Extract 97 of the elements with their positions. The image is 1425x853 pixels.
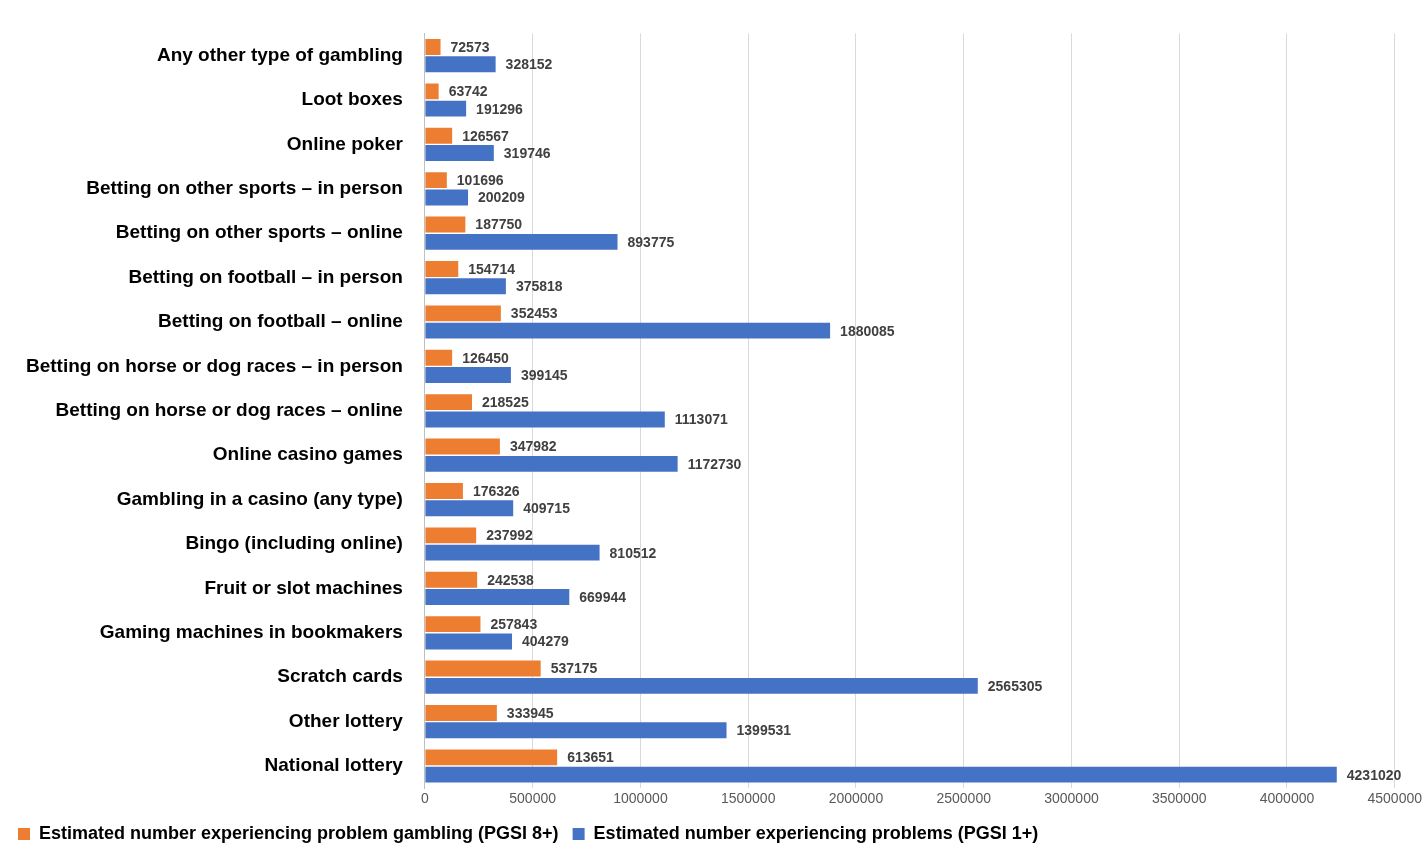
x-tick-label: 0 (420, 790, 429, 807)
bar (425, 56, 496, 73)
bar (425, 349, 453, 366)
y-tick-label: Scratch cards (277, 665, 403, 687)
y-tick-label: Gaming machines in bookmakers (99, 621, 403, 643)
data-label: 101696 (456, 172, 504, 188)
data-label: 257843 (490, 616, 538, 632)
bar (425, 278, 506, 295)
data-label: 218525 (481, 394, 529, 410)
y-tick-label: Betting on horse or dog races – online (55, 399, 403, 421)
bar (425, 677, 978, 694)
data-label: 328152 (505, 56, 553, 73)
x-tick-label: 2500000 (936, 790, 992, 807)
y-tick-label: Loot boxes (301, 88, 403, 110)
y-tick-label: Betting on football – online (158, 310, 403, 332)
data-label: 537175 (550, 660, 598, 677)
bar (425, 455, 678, 472)
x-tick-label: 2000000 (828, 790, 884, 807)
data-label: 893775 (627, 233, 675, 250)
data-label: 1880085 (840, 322, 895, 339)
data-label: 126567 (462, 127, 510, 144)
data-label: 810512 (609, 544, 657, 561)
bar (425, 38, 441, 55)
bar (425, 233, 618, 250)
bar (425, 660, 541, 677)
data-label: 2565305 (987, 677, 1043, 694)
data-label: 63742 (448, 83, 488, 100)
bar (425, 172, 447, 189)
y-tick-label: Online poker (286, 132, 404, 154)
bar (425, 571, 478, 588)
legend-label: Estimated number experiencing problems (PGSI 1+) (593, 822, 1039, 843)
bar (425, 500, 514, 517)
y-tick-label: Fruit or slot machines (204, 576, 403, 598)
bar (425, 367, 511, 384)
bar (425, 482, 463, 499)
data-label: 126450 (462, 349, 510, 366)
bar (425, 394, 472, 411)
x-tick-label: 1000000 (613, 790, 668, 807)
y-tick-label: Any other type of gambling (156, 43, 403, 65)
data-label: 375818 (515, 278, 563, 295)
bar (425, 216, 466, 233)
bar (425, 83, 439, 100)
bar (425, 527, 477, 544)
y-tick-label: Other lottery (288, 709, 404, 731)
data-label: 352453 (510, 305, 558, 322)
data-label: 399145 (520, 366, 568, 383)
y-tick-label: Betting on other sports – online (115, 221, 403, 243)
x-tick-label: 4000000 (1259, 790, 1315, 807)
bar (425, 189, 469, 206)
data-label: 669944 (579, 588, 627, 605)
data-label: 613651 (567, 749, 615, 766)
x-tick-label: 500000 (509, 790, 557, 807)
x-tick-label: 1500000 (720, 790, 776, 807)
bar (425, 322, 831, 339)
bar (425, 305, 501, 322)
bar (425, 544, 600, 561)
data-label: 1399531 (736, 722, 792, 739)
bar (425, 616, 481, 633)
bar (425, 438, 500, 455)
data-label: 242538 (487, 571, 535, 588)
data-label: 1113071 (674, 411, 728, 428)
data-label: 347982 (509, 438, 557, 455)
data-label: 72573 (450, 38, 490, 55)
y-tick-label: Online casino games (212, 443, 403, 465)
legend-label: Estimated number experiencing problem gambling (PGSI 8+) (39, 822, 559, 843)
bar (425, 633, 513, 650)
bar (425, 100, 467, 117)
y-tick-label: Bingo (including online) (185, 532, 403, 554)
y-tick-label: National lottery (264, 754, 404, 776)
bar (425, 722, 727, 739)
y-tick-label: Betting on other sports – in person (86, 177, 403, 199)
bar (425, 260, 459, 277)
data-label: 333945 (506, 704, 554, 721)
bar (425, 704, 497, 721)
x-tick-label: 3500000 (1151, 790, 1207, 807)
bar (425, 411, 665, 428)
data-label: 176326 (472, 482, 520, 499)
data-label: 187750 (475, 216, 523, 233)
bar (425, 766, 1337, 783)
data-label: 237992 (486, 527, 534, 544)
data-label: 191296 (476, 100, 524, 117)
y-tick-label: Betting on football – in person (128, 265, 403, 287)
data-label: 319746 (503, 144, 551, 161)
x-tick-label: 3000000 (1044, 790, 1099, 807)
data-label: 404279 (522, 633, 569, 650)
data-label: 1172730 (687, 455, 742, 472)
y-tick-label: Gambling in a casino (any type) (116, 487, 403, 509)
bar (425, 589, 570, 606)
data-label: 200209 (478, 189, 525, 206)
y-tick-label: Betting on horse or dog races – in person (25, 354, 403, 376)
data-label: 409715 (523, 500, 571, 517)
bar (425, 145, 494, 162)
x-tick-label: 4500000 (1367, 790, 1423, 807)
bar (425, 127, 453, 144)
data-label: 154714 (468, 260, 516, 277)
data-label: 4231020 (1346, 766, 1402, 783)
bar (425, 749, 558, 766)
